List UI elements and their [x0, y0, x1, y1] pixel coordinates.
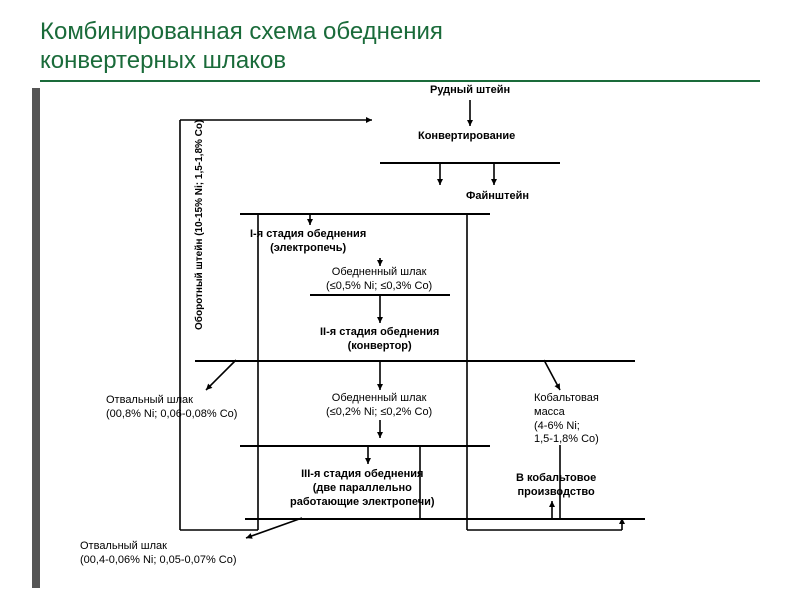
process-bar — [195, 360, 635, 362]
node-stage1: I-я стадия обеднения (электропечь) — [250, 228, 366, 256]
vkobalt-line2: производство — [518, 486, 595, 498]
arrow-head — [307, 219, 313, 225]
dep2-line2: (≤0,2% Ni; ≤0,2% Co) — [326, 406, 432, 418]
stage2-line1: II-я стадия обеднения — [320, 326, 439, 338]
kobalt-line4: 1,5-1,8% Co) — [534, 433, 599, 445]
node-vkobalt: В кобальтовое производство — [516, 472, 596, 500]
kobalt-line1: Кобальтовая — [534, 392, 599, 404]
otval1-line2: (00,8% Ni; 0,06-0,08% Co) — [106, 408, 237, 420]
flow-arrow — [180, 213, 258, 530]
stage1-line2: (электропечь) — [270, 242, 346, 254]
node-dep2: Обедненный шлак (≤0,2% Ni; ≤0,2% Co) — [326, 392, 432, 420]
title-line-1: Комбинированная схема обеднения — [40, 18, 443, 45]
dep2-line1: Обедненный шлак — [332, 392, 427, 404]
vkobalt-line1: В кобальтовое — [516, 472, 596, 484]
side-marker — [32, 88, 40, 588]
process-bar — [245, 518, 645, 520]
arrows-layer — [0, 0, 800, 600]
flow-arrow — [246, 518, 302, 538]
arrow-head — [555, 383, 560, 390]
title-underline — [40, 80, 760, 82]
node-otval1: Отвальный шлак (00,8% Ni; 0,06-0,08% Co) — [106, 394, 237, 422]
stage3-line3: работающие электропечи) — [290, 496, 435, 508]
arrow-head — [206, 384, 212, 390]
process-bar — [380, 162, 560, 164]
node-stage3: III-я стадия обеднения (две параллельно … — [290, 468, 435, 509]
process-bar — [240, 445, 490, 447]
arrow-head — [549, 501, 555, 507]
kobalt-line2: масса — [534, 406, 565, 418]
flow-arrow — [544, 360, 560, 390]
dep1-line1: Обедненный шлак — [332, 266, 427, 278]
process-bar — [240, 213, 490, 215]
stage3-line1: III-я стадия обеднения — [301, 468, 423, 480]
stage2-line2: (конвертор) — [348, 340, 412, 352]
stage1-line1: I-я стадия обеднения — [250, 228, 366, 240]
arrow-head — [437, 179, 443, 185]
node-rudnyy: Рудный штейн — [430, 84, 510, 98]
arrow-head — [377, 432, 383, 438]
otval2-line2: (00,4-0,06% Ni; 0,05-0,07% Co) — [80, 554, 237, 566]
process-bar — [310, 294, 450, 296]
flow-arrow — [206, 360, 236, 390]
arrow-head — [377, 384, 383, 390]
title-line-2: конвертерных шлаков — [40, 47, 286, 74]
otval2-line1: Отвальный шлак — [80, 540, 167, 552]
arrow-head — [491, 179, 497, 185]
arrow-head — [246, 533, 253, 539]
arrow-head — [365, 458, 371, 464]
otval1-line1: Отвальный шлак — [106, 394, 193, 406]
slide-title: Комбинированная схема обеднения конверте… — [40, 18, 443, 76]
dep1-line2: (≤0,5% Ni; ≤0,3% Co) — [326, 280, 432, 292]
node-konvert: Конвертирование — [418, 130, 515, 144]
stage3-line2: (две параллельно — [313, 482, 412, 494]
arrow-head — [377, 317, 383, 323]
node-fain: Файнштейн — [466, 190, 529, 204]
kobalt-line3: (4-6% Ni; — [534, 420, 580, 432]
node-oborot: Оборотный штейн (10-15% Ni; 1,5-1,8% Co) — [194, 120, 205, 330]
node-kobalt: Кобальтовая масса (4-6% Ni; 1,5-1,8% Co) — [534, 392, 599, 447]
arrow-head — [366, 117, 372, 123]
node-stage2: II-я стадия обеднения (конвертор) — [320, 326, 439, 354]
node-otval2: Отвальный шлак (00,4-0,06% Ni; 0,05-0,07… — [80, 540, 237, 568]
node-dep1: Обедненный шлак (≤0,5% Ni; ≤0,3% Co) — [326, 266, 432, 294]
arrow-head — [467, 120, 473, 126]
